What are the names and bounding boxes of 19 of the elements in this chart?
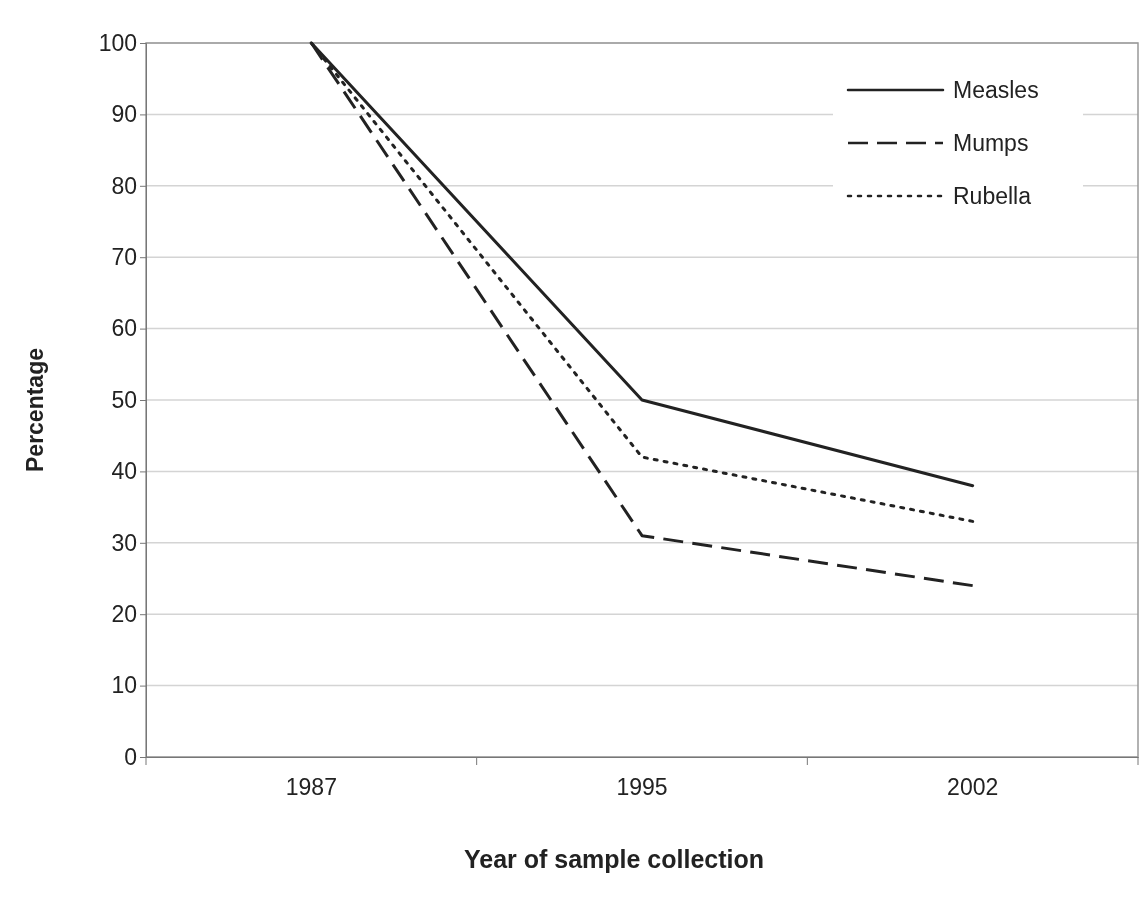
y-tick-label: 60 [111,315,137,342]
y-tick-label: 40 [111,458,137,485]
y-axis-title: Percentage [22,347,48,473]
legend-label: Measles [953,77,1039,103]
y-tick-label: 100 [98,29,137,56]
y-tick-label: 80 [111,172,137,199]
x-tick-label: 1987 [285,774,337,801]
y-tick-label: 50 [111,386,137,413]
x-axis-title: Year of sample collection [463,845,765,873]
legend-label: Mumps [953,130,1029,156]
y-tick-label: 20 [111,601,137,628]
x-tick-label: 1995 [616,774,668,801]
y-tick-label: 70 [111,244,137,271]
legend-label: Rubella [953,183,1032,209]
x-tick-label: 2002 [947,774,999,801]
y-tick-label: 90 [111,101,137,128]
y-tick-label: 10 [111,672,137,699]
y-tick-label: 30 [111,529,137,556]
y-tick-label: 0 [124,743,137,770]
